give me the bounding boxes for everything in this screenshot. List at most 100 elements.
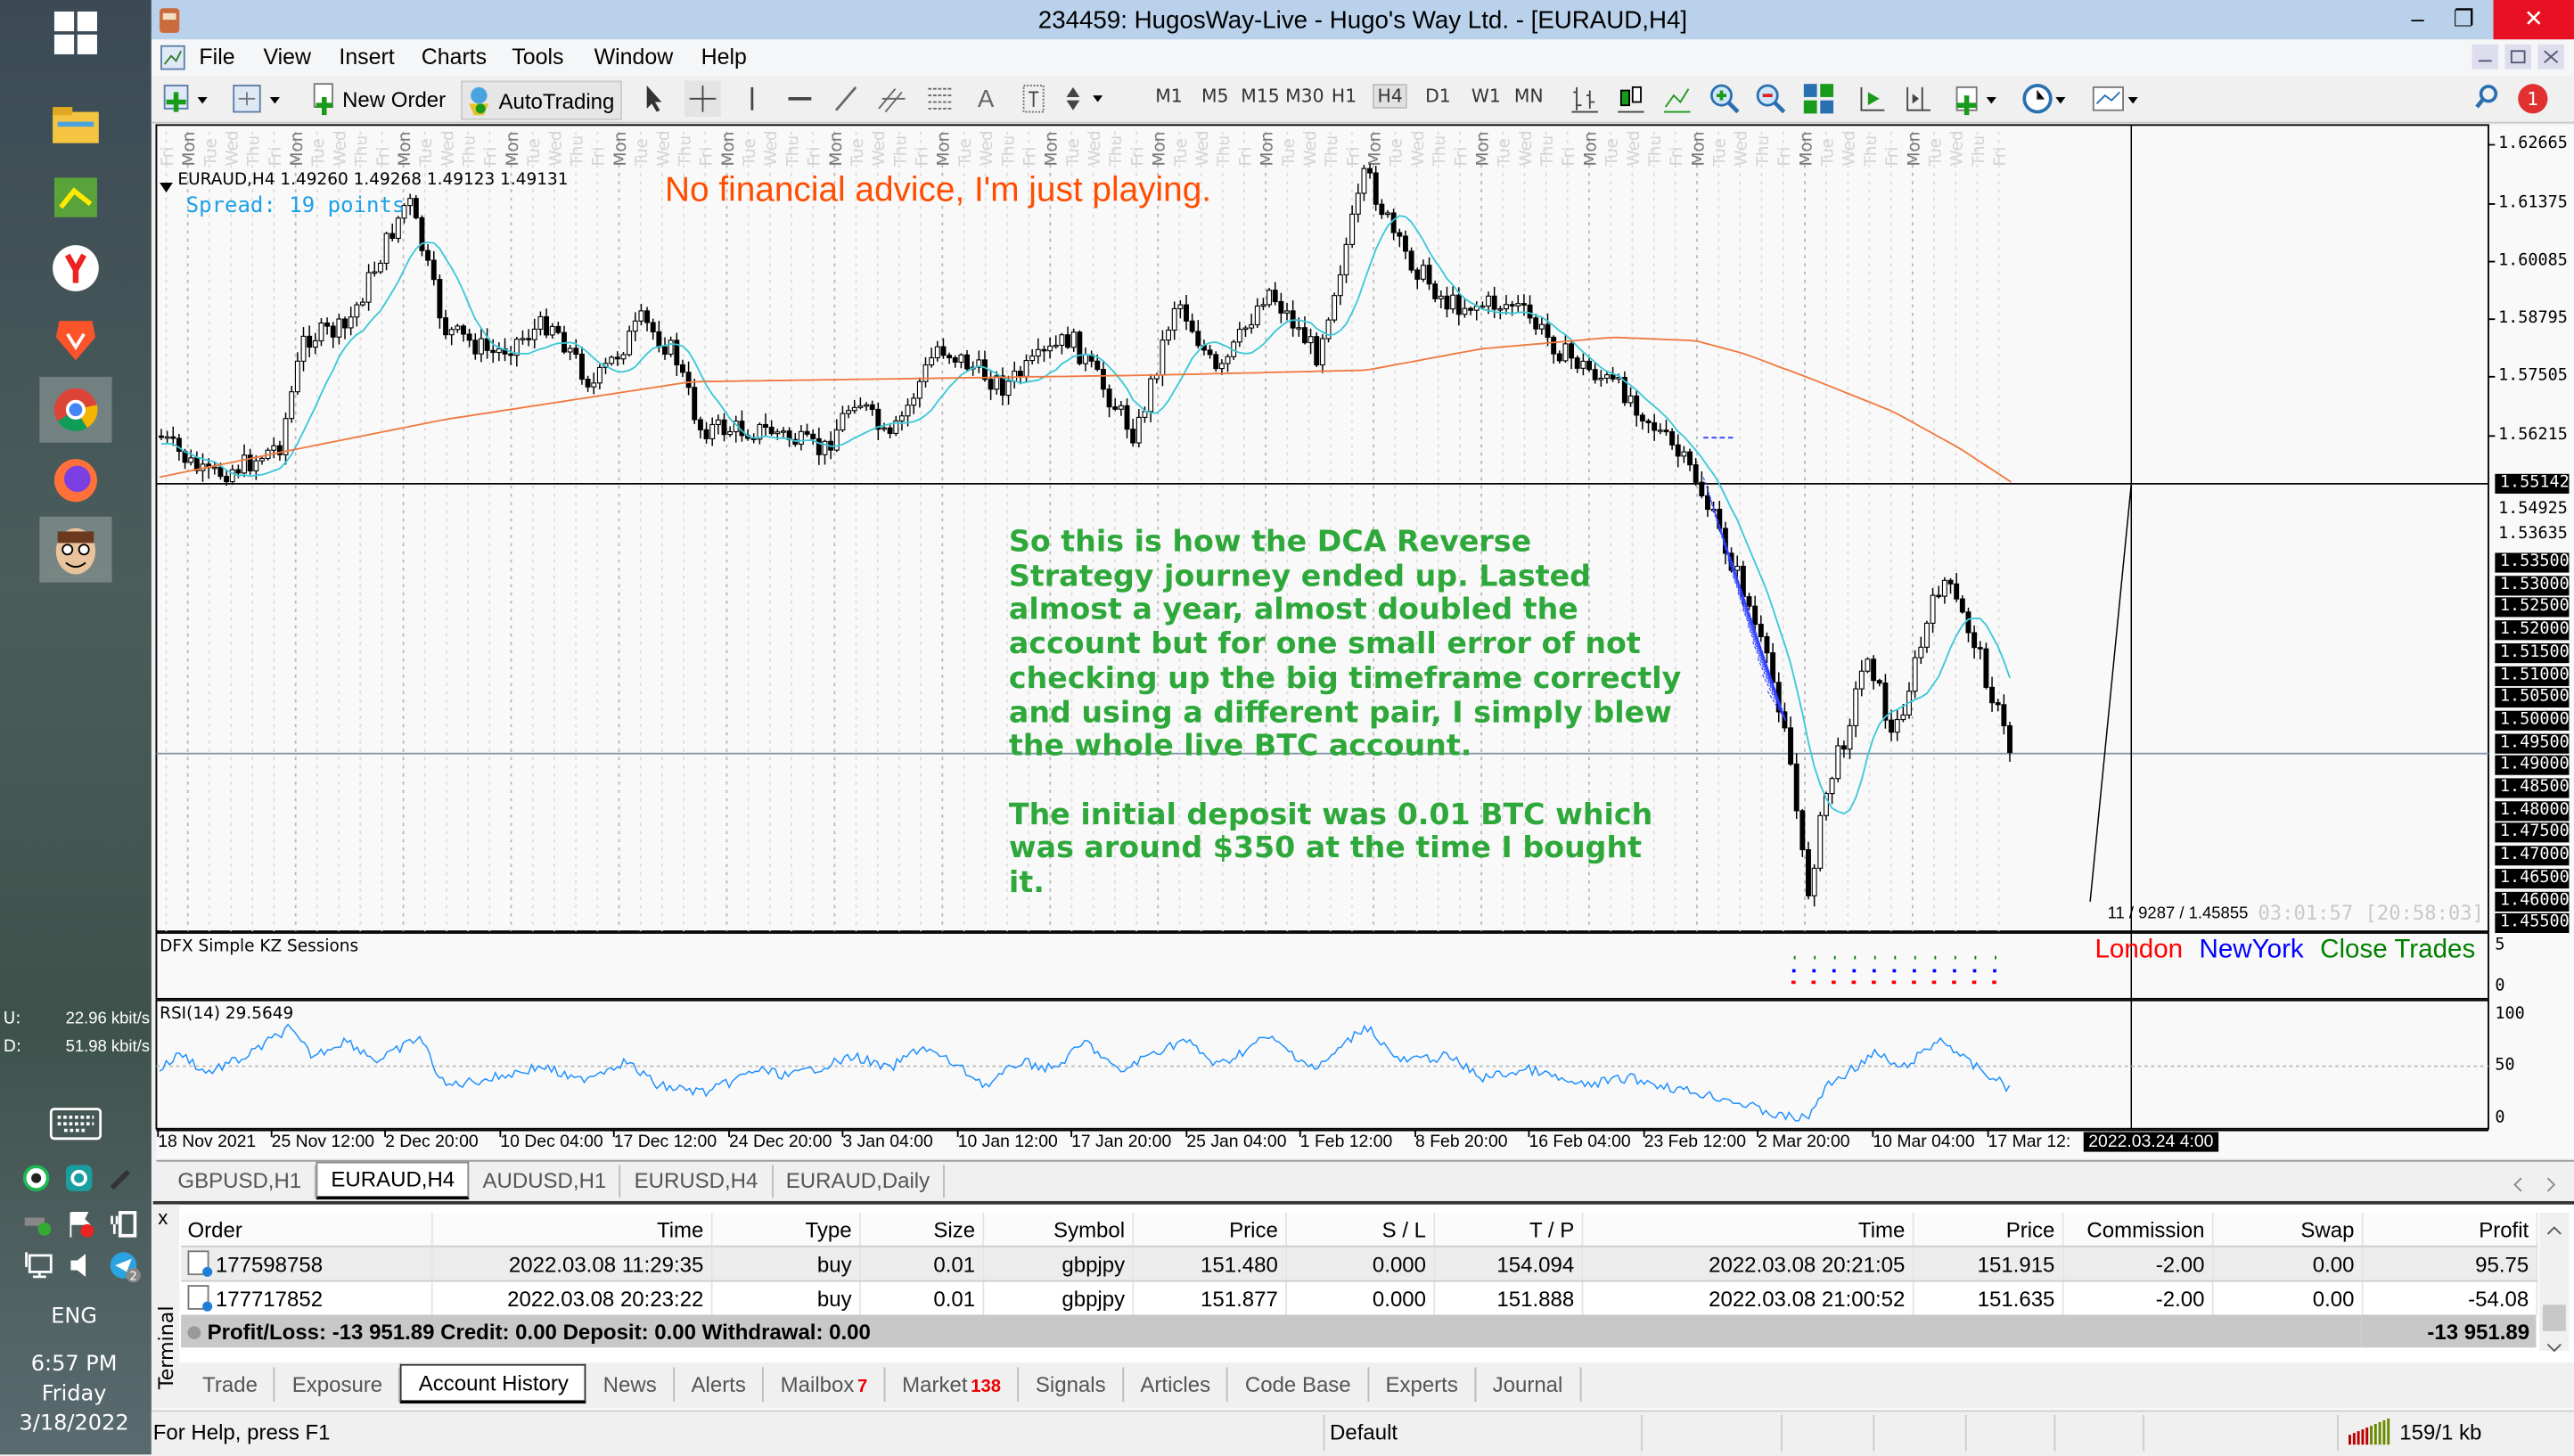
touch-keyboard-icon[interactable] — [49, 1108, 102, 1145]
templates-button[interactable] — [2090, 80, 2143, 117]
line-chart-button[interactable] — [1662, 80, 1692, 117]
timeframe-m15[interactable]: M15 — [1241, 86, 1280, 108]
timeframe-h1[interactable]: H1 — [1331, 86, 1357, 108]
menu-charts[interactable]: Charts — [421, 44, 488, 70]
brave-browser-icon[interactable] — [39, 306, 111, 372]
timeframe-mn[interactable]: MN — [1513, 86, 1544, 108]
horizontal-line-tool[interactable] — [787, 80, 814, 117]
tab-alerts[interactable]: Alerts — [675, 1367, 765, 1403]
search-icon[interactable] — [2473, 80, 2500, 117]
indicators-button[interactable] — [1954, 80, 2006, 117]
timeframe-w1[interactable]: W1 — [1471, 86, 1501, 108]
scroll-down-icon[interactable] — [2546, 1335, 2562, 1360]
profiles-button[interactable] — [231, 80, 287, 117]
tab-trade[interactable]: Trade — [186, 1367, 276, 1403]
new-order-button[interactable]: New Order — [309, 80, 446, 117]
chart-tab-audusd-h1[interactable]: AUDUSD,H1 — [470, 1165, 621, 1198]
tab-account-history[interactable]: Account History — [400, 1363, 587, 1404]
trendline-tool[interactable] — [832, 80, 859, 117]
scroll-thumb[interactable] — [2542, 1305, 2566, 1331]
equidistant-channel-tool[interactable] — [875, 80, 908, 117]
crosshair-tool[interactable] — [684, 80, 721, 118]
col-tp[interactable]: T / P — [1433, 1212, 1583, 1247]
clock-time[interactable]: 6:57 PM — [30, 1352, 118, 1378]
table-row[interactable]: 177717852 2022.03.08 20:23:22 buy 0.01 g… — [181, 1280, 2537, 1315]
terminal-close-button[interactable]: x — [158, 1206, 168, 1230]
col-type[interactable]: Type — [710, 1212, 860, 1247]
zoom-out-button[interactable] — [1754, 80, 1787, 117]
action-center-flag-icon[interactable] — [66, 1209, 95, 1244]
mdi-restore-button[interactable] — [2504, 44, 2531, 70]
eset-icon[interactable] — [65, 1165, 93, 1196]
col-commission[interactable]: Commission — [2062, 1212, 2213, 1247]
chrome-icon[interactable] — [39, 376, 112, 443]
chart-tab-gbpusd-h1[interactable]: GBPUSD,H1 — [165, 1165, 316, 1198]
wrench-icon[interactable] — [109, 1165, 135, 1196]
cursor-tool[interactable] — [642, 80, 665, 117]
volume-icon[interactable] — [66, 1250, 95, 1285]
mdi-close-button[interactable] — [2537, 44, 2564, 70]
menu-file[interactable]: File — [199, 44, 235, 70]
col-order[interactable]: Order — [181, 1212, 432, 1247]
menu-view[interactable]: View — [263, 44, 312, 70]
tabs-scroll-left-icon[interactable] — [2512, 1174, 2525, 1198]
menu-window[interactable]: Window — [594, 44, 674, 70]
timeframe-m1[interactable]: M1 — [1155, 86, 1183, 108]
network-icon[interactable] — [23, 1250, 53, 1285]
chart-tab-euraud-h4[interactable]: EURAUD,H4 — [316, 1161, 470, 1200]
chart-collapse-icon[interactable] — [160, 175, 173, 200]
vertical-line-tool[interactable] — [741, 80, 764, 117]
battery-charging-icon[interactable] — [109, 1209, 138, 1244]
col-swap[interactable]: Swap — [2211, 1212, 2363, 1247]
avatar-app-icon[interactable] — [39, 516, 112, 583]
text-label-tool[interactable] — [1021, 80, 1047, 117]
text-tool[interactable]: A — [977, 85, 995, 113]
candlestick-button[interactable] — [1616, 80, 1645, 117]
timeframe-m30[interactable]: M30 — [1285, 86, 1324, 108]
file-explorer-icon[interactable] — [39, 92, 111, 158]
timeframe-d1[interactable]: D1 — [1425, 86, 1451, 108]
close-button[interactable]: ✕ — [2493, 0, 2574, 40]
timeframe-m5[interactable]: M5 — [1201, 86, 1229, 108]
tray-icon-shutter[interactable] — [22, 1165, 50, 1196]
col-size[interactable]: Size — [858, 1212, 984, 1247]
zoom-in-button[interactable] — [1709, 80, 1742, 117]
tab-code-base[interactable]: Code Base — [1228, 1367, 1369, 1403]
language-indicator[interactable]: ENG — [51, 1305, 97, 1330]
auto-scroll-button[interactable] — [1857, 80, 1886, 117]
scroll-up-icon[interactable] — [2546, 1217, 2562, 1242]
col-open-time[interactable]: Time — [430, 1212, 712, 1247]
tile-windows-button[interactable] — [1802, 80, 1835, 117]
new-chart-button[interactable] — [161, 80, 210, 117]
tab-experts[interactable]: Experts — [1369, 1367, 1477, 1403]
tab-mailbox[interactable]: Mailbox 7 — [764, 1367, 886, 1403]
tab-exposure[interactable]: Exposure — [275, 1367, 401, 1403]
chart-tab-euraud-daily[interactable]: EURAUD,Daily — [773, 1165, 945, 1198]
firefox-icon[interactable] — [39, 447, 111, 513]
restore-button[interactable]: ❐ — [2453, 4, 2474, 32]
table-scrollbar[interactable] — [2539, 1212, 2570, 1353]
usb-safely-remove-icon[interactable] — [23, 1209, 53, 1240]
app-icon[interactable] — [39, 165, 111, 231]
menu-tools[interactable]: Tools — [512, 44, 564, 70]
tab-articles[interactable]: Articles — [1124, 1367, 1229, 1403]
telegram-icon[interactable]: 2 — [109, 1250, 142, 1288]
periods-button[interactable] — [2021, 80, 2074, 117]
col-close-time[interactable]: Time — [1581, 1212, 1914, 1247]
col-profit[interactable]: Profit — [2361, 1212, 2537, 1247]
col-symbol[interactable]: Symbol — [982, 1212, 1134, 1247]
tab-signals[interactable]: Signals — [1019, 1367, 1124, 1403]
menu-insert[interactable]: Insert — [339, 44, 395, 70]
chart-shift-button[interactable] — [1903, 80, 1932, 117]
col-sl[interactable]: S / L — [1285, 1212, 1435, 1247]
tab-news[interactable]: News — [586, 1367, 676, 1403]
table-row[interactable]: 177598758 2022.03.08 11:29:35 buy 0.01 g… — [181, 1246, 2537, 1282]
col-open-price[interactable]: Price — [1132, 1212, 1287, 1247]
tab-market[interactable]: Market 138 — [886, 1367, 1020, 1403]
windows-start-icon[interactable] — [39, 0, 111, 66]
minimize-button[interactable]: – — [2411, 4, 2424, 32]
alerts-badge-icon[interactable]: 1 — [2515, 80, 2552, 117]
mdi-minimize-button[interactable] — [2472, 44, 2499, 70]
fibonacci-tool[interactable] — [925, 80, 955, 117]
yandex-browser-icon[interactable] — [39, 235, 111, 301]
